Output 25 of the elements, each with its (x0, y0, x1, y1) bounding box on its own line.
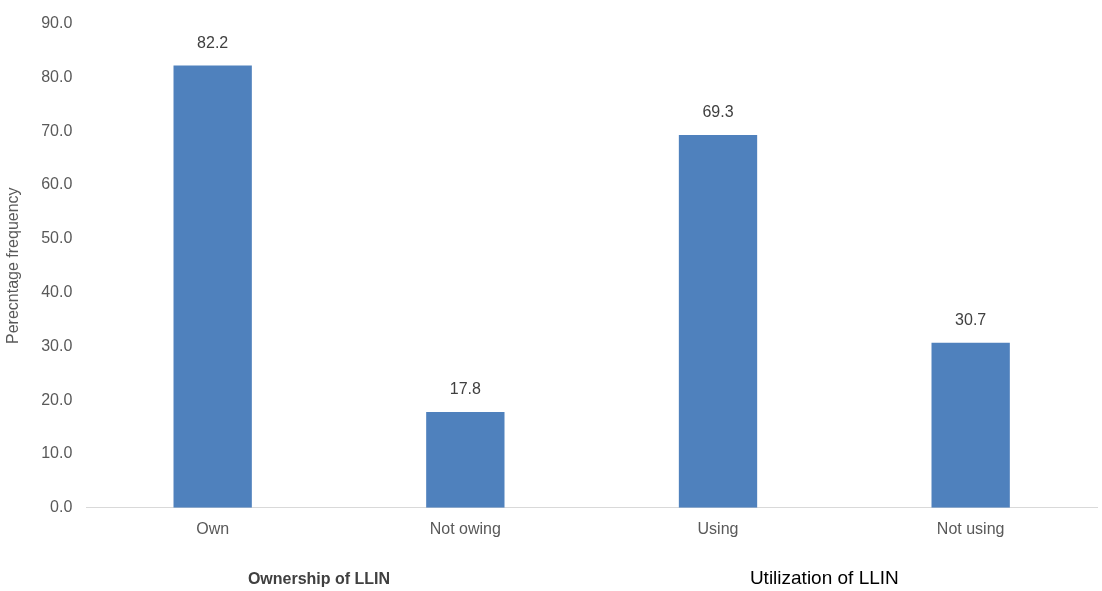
data-label: 17.8 (449, 380, 482, 398)
bar (426, 412, 505, 508)
bar (173, 65, 252, 508)
y-axis-title: Perecntage frequency (4, 187, 22, 344)
y-tick-label: 90.0 (41, 14, 73, 32)
y-tick-label: 70.0 (41, 121, 73, 139)
y-tick-label: 40.0 (41, 283, 73, 301)
y-tick-label: 60.0 (41, 175, 73, 193)
bar (931, 342, 1010, 508)
x-tick-label: Not using (936, 519, 1005, 537)
y-tick-label: 10.0 (41, 444, 73, 462)
bar (678, 134, 758, 508)
y-tick-label: 50.0 (41, 229, 73, 247)
y-tick-label: 0.0 (50, 498, 73, 516)
text: Ownership of LLIN (247, 570, 391, 588)
y-tick-label: 30.0 (41, 336, 73, 354)
data-label: 69.3 (702, 103, 734, 121)
data-label: 82.2 (197, 33, 229, 51)
x-tick-label: Using (697, 519, 739, 537)
x-tick-label: Not owing (429, 519, 501, 537)
data-label: 30.7 (955, 311, 987, 329)
text: Utilization of LLIN (749, 566, 899, 588)
x-tick-label: Own (196, 519, 230, 537)
y-tick-label: 20.0 (41, 390, 73, 408)
y-tick-label: 80.0 (41, 67, 73, 85)
